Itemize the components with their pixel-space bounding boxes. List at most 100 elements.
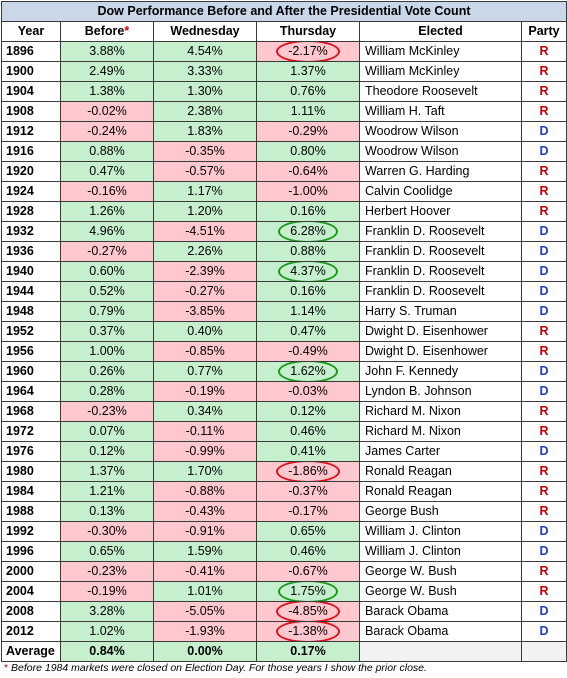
party-cell: D bbox=[520, 281, 567, 302]
wednesday-cell: -0.35% bbox=[153, 141, 257, 162]
table-row: 1916 0.88% -0.35% 0.80% Woodrow Wilson D bbox=[1, 141, 567, 162]
before-cell: -0.19% bbox=[60, 581, 154, 602]
before-cell: 1.02% bbox=[60, 621, 154, 642]
party-cell: R bbox=[520, 61, 567, 82]
wednesday-cell: -0.19% bbox=[153, 381, 257, 402]
thursday-cell: -1.86% bbox=[256, 461, 360, 482]
table-row: 1976 0.12% -0.99% 0.41% James Carter D bbox=[1, 441, 567, 462]
party-cell: R bbox=[520, 101, 567, 122]
year-cell: 2008 bbox=[1, 601, 61, 622]
before-cell: 0.13% bbox=[60, 501, 154, 522]
wednesday-cell: -2.39% bbox=[153, 261, 257, 282]
thursday-cell: 0.80% bbox=[256, 141, 360, 162]
wednesday-cell: 1.30% bbox=[153, 81, 257, 102]
elected-cell: George W. Bush bbox=[359, 561, 522, 582]
highlight-circle: -1.86% bbox=[276, 462, 340, 481]
footnote: * Before 1984 markets were closed on Ele… bbox=[4, 662, 427, 674]
party-cell: R bbox=[520, 461, 567, 482]
thursday-cell: 0.76% bbox=[256, 81, 360, 102]
year-cell: 1956 bbox=[1, 341, 61, 362]
wednesday-cell: -0.88% bbox=[153, 481, 257, 502]
thursday-cell: 0.16% bbox=[256, 201, 360, 222]
before-cell: 1.26% bbox=[60, 201, 154, 222]
before-cell: 1.38% bbox=[60, 81, 154, 102]
before-cell: -0.30% bbox=[60, 521, 154, 542]
thursday-cell: 0.65% bbox=[256, 521, 360, 542]
party-cell: D bbox=[520, 441, 567, 462]
average-thursday: 0.17% bbox=[256, 641, 360, 662]
year-cell: 1952 bbox=[1, 321, 61, 342]
average-label: Average bbox=[1, 641, 61, 662]
before-cell: 1.37% bbox=[60, 461, 154, 482]
year-cell: 1904 bbox=[1, 81, 61, 102]
elected-cell: Dwight D. Eisenhower bbox=[359, 341, 522, 362]
wednesday-cell: -0.41% bbox=[153, 561, 257, 582]
year-cell: 1940 bbox=[1, 261, 61, 282]
before-cell: -0.23% bbox=[60, 401, 154, 422]
elected-cell: Franklin D. Roosevelt bbox=[359, 261, 522, 282]
party-cell: R bbox=[520, 341, 567, 362]
thursday-cell: -1.38% bbox=[256, 621, 360, 642]
table-row: 1932 4.96% -4.51% 6.28% Franklin D. Roosevel… bbox=[1, 221, 567, 242]
elected-cell: William H. Taft bbox=[359, 101, 522, 122]
party-cell: R bbox=[520, 481, 567, 502]
before-cell: 3.28% bbox=[60, 601, 154, 622]
year-cell: 2012 bbox=[1, 621, 61, 642]
party-cell: R bbox=[520, 561, 567, 582]
year-cell: 1964 bbox=[1, 381, 61, 402]
table-row: 1964 0.28% -0.19% -0.03% Lyndon B. Johnson D bbox=[1, 381, 567, 402]
wednesday-cell: 1.59% bbox=[153, 541, 257, 562]
year-cell: 2004 bbox=[1, 581, 61, 602]
thursday-cell: 1.11% bbox=[256, 101, 360, 122]
thursday-cell: -0.03% bbox=[256, 381, 360, 402]
wednesday-cell: 0.77% bbox=[153, 361, 257, 382]
thursday-cell: -0.17% bbox=[256, 501, 360, 522]
party-cell: D bbox=[520, 121, 567, 142]
before-cell: 1.21% bbox=[60, 481, 154, 502]
thursday-cell: 1.75% bbox=[256, 581, 360, 602]
table-row: 2012 1.02% -1.93% -1.38% Barack Obama D bbox=[1, 621, 567, 642]
year-cell: 1916 bbox=[1, 141, 61, 162]
party-cell: D bbox=[520, 221, 567, 242]
wednesday-cell: 0.34% bbox=[153, 401, 257, 422]
table-row: 1952 0.37% 0.40% 0.47% Dwight D. Eisenhower R bbox=[1, 321, 567, 342]
header-before: Before* bbox=[60, 21, 154, 42]
table-row: 1980 1.37% 1.70% -1.86% Ronald Reagan R bbox=[1, 461, 567, 482]
table-row: 1928 1.26% 1.20% 0.16% Herbert Hoover R bbox=[1, 201, 567, 222]
average-row: Average 0.84% 0.00% 0.17% bbox=[1, 641, 567, 662]
wednesday-cell: -4.51% bbox=[153, 221, 257, 242]
table-row: 1920 0.47% -0.57% -0.64% Warren G. Harding R bbox=[1, 161, 567, 182]
header-year: Year bbox=[1, 21, 61, 42]
table-row: 2004 -0.19% 1.01% 1.75% George W. Bush R bbox=[1, 581, 567, 602]
thursday-cell: -0.49% bbox=[256, 341, 360, 362]
year-cell: 1932 bbox=[1, 221, 61, 242]
party-cell: R bbox=[520, 81, 567, 102]
before-cell: 3.88% bbox=[60, 41, 154, 62]
elected-cell: Franklin D. Roosevelt bbox=[359, 221, 522, 242]
elected-cell: William McKinley bbox=[359, 41, 522, 62]
before-cell: 0.65% bbox=[60, 541, 154, 562]
header-elected: Elected bbox=[359, 21, 522, 42]
party-cell: R bbox=[520, 321, 567, 342]
wednesday-cell: 1.01% bbox=[153, 581, 257, 602]
year-cell: 1960 bbox=[1, 361, 61, 382]
before-cell: 0.28% bbox=[60, 381, 154, 402]
before-cell: 0.47% bbox=[60, 161, 154, 182]
average-before: 0.84% bbox=[60, 641, 154, 662]
party-cell: D bbox=[520, 241, 567, 262]
before-cell: 0.12% bbox=[60, 441, 154, 462]
party-cell: D bbox=[520, 301, 567, 322]
year-cell: 1996 bbox=[1, 541, 61, 562]
wednesday-cell: -0.27% bbox=[153, 281, 257, 302]
wednesday-cell: 2.26% bbox=[153, 241, 257, 262]
elected-cell: Calvin Coolidge bbox=[359, 181, 522, 202]
elected-cell: George W. Bush bbox=[359, 581, 522, 602]
year-cell: 1936 bbox=[1, 241, 61, 262]
table-body: 1896 3.88% 4.54% -2.17% William McKinley R 190… bbox=[1, 41, 567, 642]
before-cell: 4.96% bbox=[60, 221, 154, 242]
before-cell: 0.88% bbox=[60, 141, 154, 162]
party-cell: D bbox=[520, 261, 567, 282]
thursday-cell: -0.37% bbox=[256, 481, 360, 502]
highlight-circle: -1.38% bbox=[276, 622, 340, 641]
